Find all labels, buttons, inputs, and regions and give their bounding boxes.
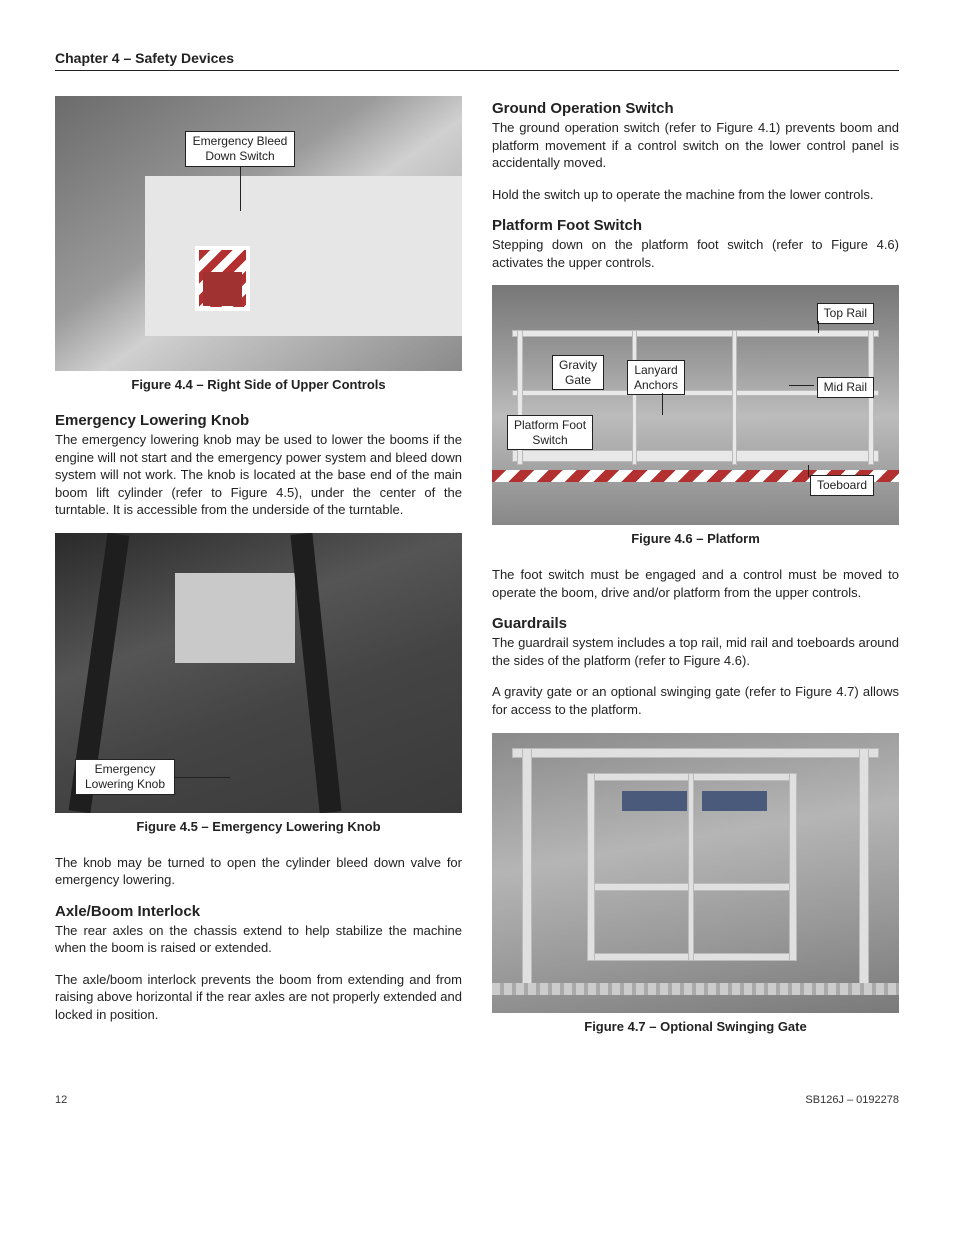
heading-axle-boom: Axle/Boom Interlock — [55, 903, 462, 920]
figure-4-4: Emergency BleedDown Switch Figure 4.4 – … — [55, 96, 462, 392]
callout-toeboard: Toeboard — [810, 475, 874, 496]
callout-top-rail: Top Rail — [817, 303, 874, 324]
figure-4-4-image: Emergency BleedDown Switch — [55, 96, 462, 371]
callout-bleed-down: Emergency BleedDown Switch — [185, 131, 295, 167]
figure-4-5: EmergencyLowering Knob Figure 4.5 – Emer… — [55, 533, 462, 834]
left-column: Emergency BleedDown Switch Figure 4.4 – … — [55, 96, 462, 1054]
figure-4-7: Figure 4.7 – Optional Swinging Gate — [492, 733, 899, 1034]
doc-id: SB126J – 0192278 — [805, 1094, 899, 1106]
figure-4-5-caption: Figure 4.5 – Emergency Lowering Knob — [55, 819, 462, 834]
para-axle-2: The axle/boom interlock prevents the boo… — [55, 971, 462, 1024]
figure-4-4-caption: Figure 4.4 – Right Side of Upper Control… — [55, 377, 462, 392]
callout-gravity-gate: GravityGate — [552, 355, 604, 390]
page-footer: 12 SB126J – 0192278 — [55, 1094, 899, 1106]
para-elk-1: The emergency lowering knob may be used … — [55, 431, 462, 519]
figure-4-7-image — [492, 733, 899, 1013]
para-ground-1: The ground operation switch (refer to Fi… — [492, 119, 899, 172]
callout-foot: Platform FootSwitch — [507, 415, 593, 450]
figure-4-7-caption: Figure 4.7 – Optional Swinging Gate — [492, 1019, 899, 1034]
heading-emergency-lowering: Emergency Lowering Knob — [55, 412, 462, 429]
chapter-header: Chapter 4 – Safety Devices — [55, 50, 899, 71]
para-ground-2: Hold the switch up to operate the machin… — [492, 186, 899, 204]
para-foot-1: Stepping down on the platform foot switc… — [492, 236, 899, 271]
heading-ground-op: Ground Operation Switch — [492, 100, 899, 117]
page-number: 12 — [55, 1094, 67, 1106]
para-foot-2: The foot switch must be engaged and a co… — [492, 566, 899, 601]
content-columns: Emergency BleedDown Switch Figure 4.4 – … — [55, 96, 899, 1054]
callout-lanyard: LanyardAnchors — [627, 360, 685, 395]
figure-4-6-image: GravityGate LanyardAnchors Platform Foot… — [492, 285, 899, 525]
para-guard-1: The guardrail system includes a top rail… — [492, 634, 899, 669]
heading-foot-switch: Platform Foot Switch — [492, 217, 899, 234]
figure-4-5-image: EmergencyLowering Knob — [55, 533, 462, 813]
callout-lowering-knob: EmergencyLowering Knob — [75, 759, 175, 795]
callout-mid-rail: Mid Rail — [817, 377, 874, 398]
figure-4-6-caption: Figure 4.6 – Platform — [492, 531, 899, 546]
heading-guardrails: Guardrails — [492, 615, 899, 632]
para-axle-1: The rear axles on the chassis extend to … — [55, 922, 462, 957]
figure-4-6: GravityGate LanyardAnchors Platform Foot… — [492, 285, 899, 546]
right-column: Ground Operation Switch The ground opera… — [492, 96, 899, 1054]
para-guard-2: A gravity gate or an optional swinging g… — [492, 683, 899, 718]
para-elk-2: The knob may be turned to open the cylin… — [55, 854, 462, 889]
